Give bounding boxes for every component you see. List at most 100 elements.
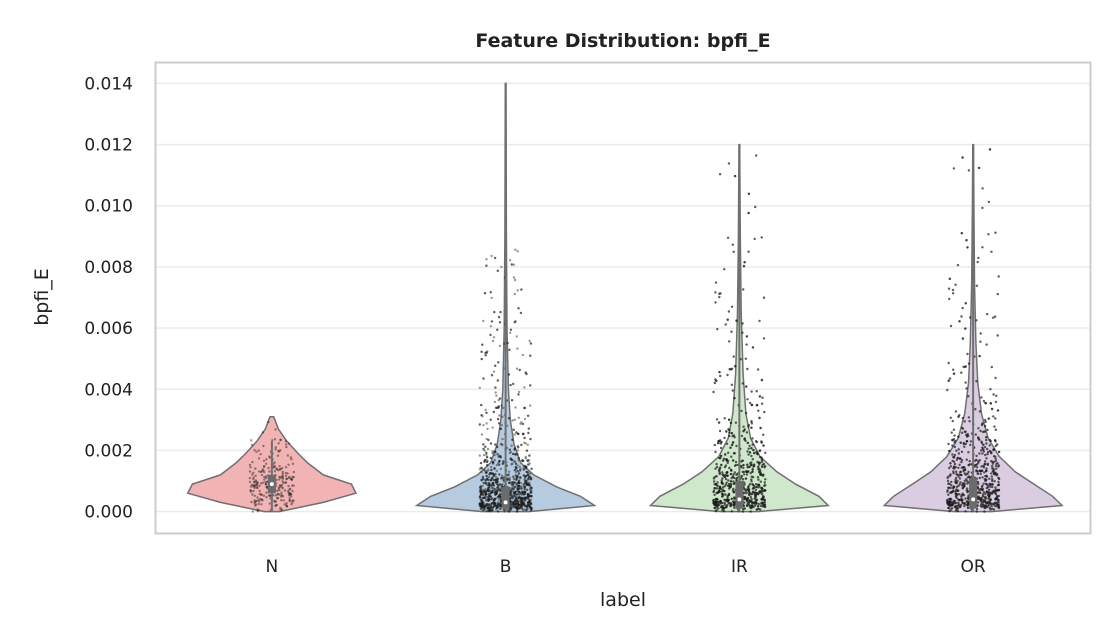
x-tick-label: OR [961, 557, 986, 577]
jitter-point [491, 490, 494, 494]
jitter-point [960, 473, 963, 477]
jitter-point [480, 505, 483, 508]
jitter-point [480, 414, 483, 417]
jitter-point [499, 493, 502, 496]
jitter-point [489, 291, 492, 294]
jitter-point [498, 460, 501, 463]
jitter-point [516, 503, 520, 507]
jitter-point [719, 374, 722, 378]
jitter-point [479, 493, 482, 496]
jitter-point [279, 467, 282, 471]
jitter-point [511, 502, 514, 506]
jitter-point [487, 478, 490, 481]
jitter-point [513, 501, 517, 505]
jitter-point [527, 503, 531, 507]
jitter-point [512, 476, 515, 479]
jitter-point [265, 480, 269, 484]
jitter-point [496, 480, 499, 484]
jitter-point [723, 465, 727, 469]
jitter-point [981, 206, 984, 210]
jitter-point [483, 505, 487, 508]
jitter-point [516, 497, 520, 501]
jitter-point [497, 406, 500, 409]
jitter-point [517, 459, 520, 462]
jitter-point [490, 502, 493, 505]
jitter-point [522, 503, 525, 506]
jitter-point [491, 482, 494, 485]
jitter-point [488, 492, 491, 496]
jitter-point [499, 427, 502, 431]
jitter-point [523, 477, 526, 481]
jitter-point [523, 508, 526, 511]
jitter-point [517, 500, 520, 503]
jitter-point [489, 333, 492, 337]
jitter-point [497, 498, 501, 501]
jitter-point [292, 476, 295, 479]
jitter-point [513, 447, 517, 450]
jitter-point [991, 507, 994, 510]
jitter-point [718, 490, 721, 494]
jitter-point [487, 497, 490, 501]
jitter-point [967, 416, 971, 419]
jitter-point [251, 510, 254, 513]
jitter-point [274, 500, 278, 503]
jitter-point [512, 485, 515, 488]
jitter-point [480, 467, 483, 470]
jitter-point [956, 456, 959, 460]
jitter-point [263, 475, 266, 479]
jitter-point [960, 431, 964, 434]
jitter-point [526, 483, 529, 486]
jitter-point [529, 498, 533, 501]
jitter-point [991, 467, 994, 470]
jitter-point [510, 501, 513, 504]
jitter-point [489, 510, 492, 513]
jitter-point [516, 487, 519, 490]
jitter-point [950, 491, 954, 494]
jitter-point [718, 295, 721, 299]
jitter-point [513, 321, 517, 324]
jitter-point [517, 432, 520, 436]
jitter-point [516, 492, 519, 496]
jitter-point [493, 491, 496, 494]
jitter-point [996, 443, 999, 446]
jitter-point [273, 465, 277, 468]
jitter-point [992, 415, 995, 418]
jitter-point [493, 450, 496, 453]
jitter-point [529, 489, 533, 492]
jitter-point [478, 423, 481, 426]
jitter-point [497, 483, 500, 487]
jitter-point [735, 463, 738, 467]
jitter-point [490, 491, 493, 494]
jitter-point [510, 263, 513, 266]
jitter-point [259, 493, 263, 496]
jitter-point [514, 491, 517, 494]
jitter-point [482, 504, 485, 507]
jitter-point [254, 467, 257, 470]
jitter-point [946, 388, 949, 392]
jitter-point [483, 453, 486, 457]
jitter-point [517, 481, 520, 484]
jitter-point [291, 462, 295, 465]
jitter-point [993, 315, 997, 318]
jitter-point [502, 478, 505, 482]
jitter-point [514, 453, 517, 456]
jitter-point [732, 480, 735, 483]
jitter-point [724, 493, 727, 496]
jitter-point [734, 460, 738, 464]
jitter-point [989, 498, 992, 501]
jitter-point [498, 493, 501, 497]
jitter-point [761, 396, 764, 399]
jitter-point [487, 486, 491, 489]
jitter-point [479, 505, 482, 508]
jitter-point [274, 504, 277, 507]
jitter-point [515, 490, 518, 493]
jitter-point [496, 328, 499, 331]
jitter-point [499, 454, 502, 458]
jitter-point [960, 315, 963, 318]
jitter-point [993, 425, 996, 428]
jitter-point [516, 432, 520, 435]
jitter-point [486, 487, 490, 490]
jitter-point [953, 434, 956, 437]
jitter-point [290, 503, 293, 506]
